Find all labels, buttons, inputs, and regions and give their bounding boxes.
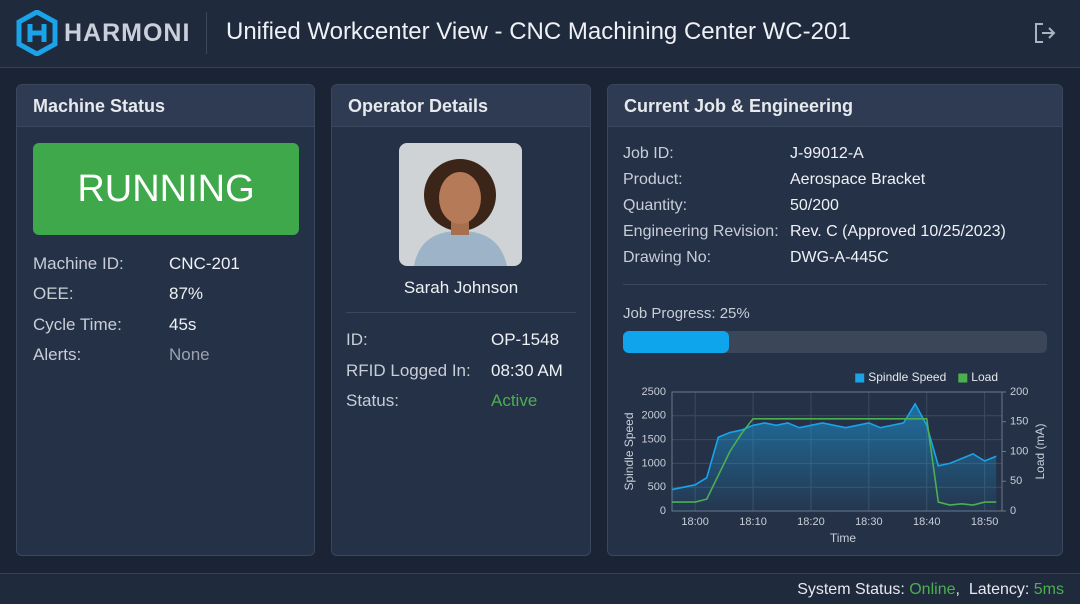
legend-swatch [958, 373, 968, 383]
x-tick-label: 18:20 [797, 516, 825, 528]
field-value: 08:30 AM [491, 361, 563, 380]
latency-label: , Latency: [955, 581, 1030, 598]
field-label: Status: [346, 391, 399, 410]
logout-button[interactable] [1033, 22, 1057, 44]
series-line [672, 417, 997, 506]
panel-title: Operator Details [332, 85, 590, 127]
y-tick-label: 2000 [642, 410, 666, 422]
field-label: Engineering Revision: [623, 223, 779, 240]
x-axis-label: Time [830, 531, 857, 545]
field-value: Rev. C (Approved 10/25/2023) [790, 223, 1006, 240]
page-title: Unified Workcenter View - CNC Machining … [226, 18, 851, 45]
field-label: Job ID: [623, 145, 674, 162]
progress-bar [623, 331, 729, 353]
y-axis-label: Spindle Speed [622, 412, 636, 490]
series-line [671, 402, 997, 491]
area [672, 403, 997, 511]
y2-tick-label: 50 [1010, 475, 1022, 487]
field-value: CNC-201 [169, 254, 240, 273]
footer [0, 573, 1080, 604]
field-label: Machine ID: [33, 254, 124, 273]
legend-label: Load [971, 370, 998, 384]
field-value: 50/200 [790, 197, 839, 214]
x-tick-label: 18:30 [855, 516, 883, 528]
field-value: J-99012-A [790, 145, 864, 162]
y2-tick-label: 150 [1010, 416, 1028, 428]
y-tick-label: 0 [660, 505, 666, 517]
y-tick-label: 2500 [642, 386, 666, 398]
field-label: OEE: [33, 284, 74, 303]
operator-photo [399, 143, 522, 266]
x-tick-label: 18:10 [739, 516, 767, 528]
y-tick-label: 500 [648, 481, 666, 493]
machine-state: RUNNING [33, 143, 299, 235]
latency-value: 5ms [1033, 581, 1064, 598]
status-label: System Status: [797, 581, 905, 598]
legend-swatch [855, 373, 865, 383]
header [0, 0, 1080, 68]
field-value: 87% [169, 284, 204, 303]
divider [623, 284, 1047, 285]
status-value: Online [909, 581, 956, 598]
field-label: ID: [346, 330, 368, 349]
field-label: Quantity: [623, 197, 688, 214]
field-value: OP-1548 [491, 330, 560, 349]
logo [16, 10, 58, 56]
field-label: Cycle Time: [33, 315, 122, 334]
x-tick-label: 18:00 [681, 516, 709, 528]
divider [346, 312, 576, 313]
field-label: RFID Logged In: [346, 361, 471, 380]
progress-track [623, 331, 1047, 353]
y-tick-label: 1500 [642, 434, 666, 446]
field-value: 45s [169, 315, 197, 334]
y2-tick-label: 200 [1010, 386, 1028, 398]
field-label: Drawing No: [623, 249, 712, 266]
x-tick-label: 18:40 [913, 516, 941, 528]
field-label: Product: [623, 171, 683, 188]
y2-tick-label: 0 [1010, 505, 1016, 517]
operator-name: Sarah Johnson [403, 278, 519, 297]
y2-axis-label: Load (mA) [1033, 423, 1047, 479]
brand: HARMONI [64, 19, 191, 47]
system-status: System Status: Online, Latency: 5ms [797, 581, 1064, 599]
panel-title: Machine Status [17, 85, 314, 127]
field-value: Aerospace Bracket [790, 171, 926, 188]
legend-label: Spindle Speed [868, 370, 946, 384]
y2-tick-label: 100 [1010, 445, 1028, 457]
progress-value: 25% [719, 305, 750, 322]
panel-title: Current Job & Engineering [608, 85, 1062, 127]
progress-title: Job Progress: [623, 305, 716, 322]
separator [206, 12, 207, 54]
progress-label: Job Progress: 25% [623, 305, 750, 322]
field-label: Alerts: [33, 345, 82, 364]
field-value: DWG-A-445C [790, 249, 889, 266]
y-tick-label: 1000 [642, 457, 666, 469]
x-tick-label: 18:50 [971, 516, 999, 528]
field-value: None [169, 345, 210, 364]
field-value: Active [491, 391, 538, 410]
